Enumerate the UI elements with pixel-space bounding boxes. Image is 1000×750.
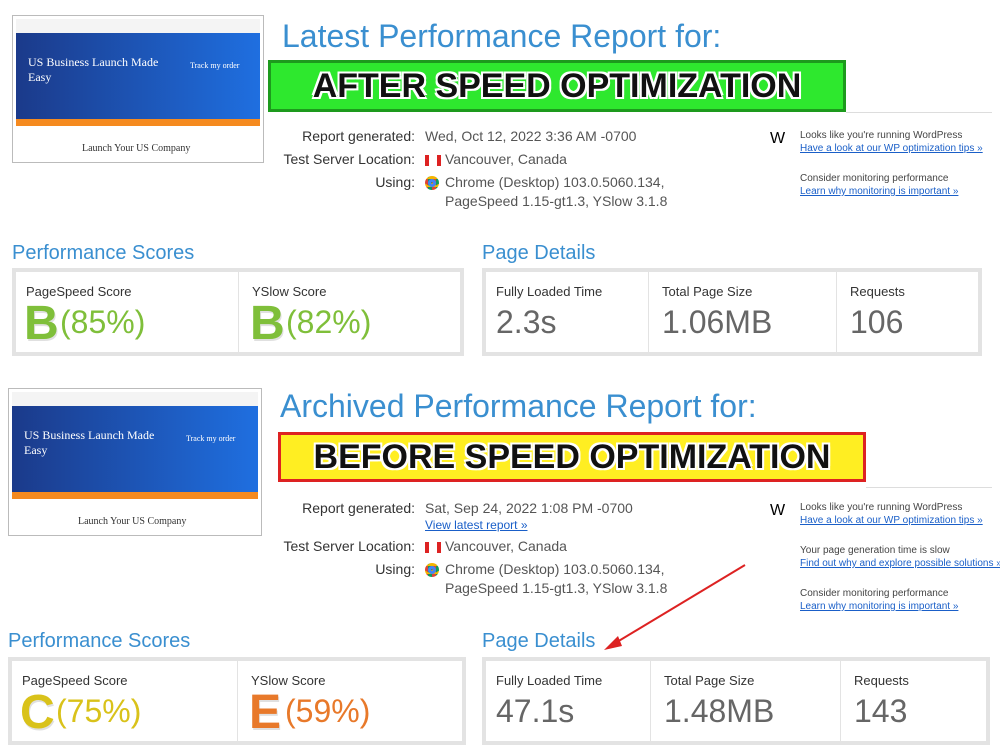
detail-label: Total Page Size (662, 284, 753, 299)
thumbnail-nav (16, 19, 260, 33)
meta-label: Test Server Location: (283, 538, 415, 554)
thumbnail-order: Track my order (190, 61, 240, 70)
thumbnail-headline: US Business Launch Made Easy (24, 428, 155, 457)
detail-value: 1.06MB (662, 304, 773, 340)
section-title: Performance Scores (12, 242, 195, 264)
divider (846, 112, 992, 113)
details-box (482, 657, 990, 745)
thumbnail-headline: US Business Launch Made Easy (28, 55, 159, 84)
detail-label: Requests (854, 673, 909, 688)
report-heading: Latest Performance Report for: (282, 18, 722, 54)
tip-icon (770, 545, 794, 569)
meta-label: Report generated: (302, 128, 415, 144)
svg-text:W: W (770, 130, 786, 147)
thumbnail-nav (12, 392, 258, 406)
meta-label: Using: (375, 561, 415, 577)
tip-icon: W (770, 502, 794, 526)
score-percent: (85%) (60, 304, 146, 340)
report-heading: Archived Performance Report for: (280, 388, 757, 424)
meta-value: PageSpeed 1.15-gt1.3, YSlow 3.1.8 (445, 193, 668, 209)
section-title: Performance Scores (8, 630, 191, 652)
tip-title: Looks like you're running WordPress (800, 502, 963, 513)
divider (866, 487, 992, 488)
thumbnail-footer: Launch Your US Company (82, 143, 191, 154)
score-label: PageSpeed Score (26, 284, 132, 299)
detail-value: 47.1s (496, 693, 575, 729)
meta-value: Wed, Oct 12, 2022 3:36 AM -0700 (425, 128, 637, 144)
score-grade: E (249, 686, 282, 739)
score-label: YSlow Score (251, 673, 326, 688)
detail-value: 2.3s (496, 304, 557, 340)
flag-icon (425, 542, 441, 553)
tip-link[interactable]: Find out why and explore possible soluti… (800, 558, 1000, 569)
meta-value: Vancouver, Canada (445, 538, 567, 554)
tip-title: Your page generation time is slow (800, 545, 950, 556)
detail-label: Fully Loaded Time (496, 673, 603, 688)
chrome-icon (425, 563, 439, 577)
meta-value: Sat, Sep 24, 2022 1:08 PM -0700 (425, 500, 633, 516)
meta-value: Vancouver, Canada (445, 151, 567, 167)
meta-value: PageSpeed 1.15-gt1.3, YSlow 3.1.8 (445, 580, 668, 596)
meta-label: Report generated: (302, 500, 415, 516)
cell-divider (237, 661, 238, 741)
section-title: Page Details (482, 242, 596, 264)
score-percent: (75%) (56, 693, 142, 729)
score-percent: (59%) (285, 693, 371, 729)
meta-value: Chrome (Desktop) 103.0.5060.134, (445, 174, 665, 190)
detail-value: 143 (854, 693, 908, 729)
cell-divider (840, 661, 841, 741)
thumbnail-strip (12, 491, 258, 499)
thumbnail-strip (16, 118, 260, 126)
details-box (482, 268, 982, 356)
score-grade: B (24, 297, 59, 350)
tip-link[interactable]: Have a look at our WP optimization tips … (800, 515, 983, 526)
section-title: Page Details (482, 630, 596, 652)
tip-title: Looks like you're running WordPress (800, 130, 963, 141)
tip-link[interactable]: Have a look at our WP optimization tips … (800, 143, 983, 154)
detail-value: 106 (850, 304, 904, 340)
tip-link[interactable]: Learn why monitoring is important » (800, 601, 959, 612)
tip-link[interactable]: Learn why monitoring is important » (800, 186, 959, 197)
detail-value: 1.48MB (664, 693, 775, 729)
tip-icon: W (770, 130, 794, 154)
detail-label: Fully Loaded Time (496, 284, 603, 299)
flag-icon (425, 155, 441, 166)
score-grade: B (250, 297, 285, 350)
thumbnail-hero (16, 33, 260, 119)
meta-value: Chrome (Desktop) 103.0.5060.134, (445, 561, 665, 577)
thumbnail-footer: Launch Your US Company (78, 516, 187, 527)
tip-title: Consider monitoring performance (800, 588, 949, 599)
cell-divider (238, 272, 239, 352)
thumbnail-hero (12, 406, 258, 492)
score-grade: C (20, 686, 55, 739)
thumbnail-order: Track my order (186, 434, 236, 443)
score-label: YSlow Score (252, 284, 327, 299)
detail-label: Requests (850, 284, 905, 299)
tip-icon (770, 173, 794, 197)
meta-label: Test Server Location: (283, 151, 415, 167)
tip-title: Consider monitoring performance (800, 173, 949, 184)
report-banner: AFTER SPEED OPTIMIZATION (268, 60, 846, 112)
chrome-icon (425, 176, 439, 190)
score-percent: (82%) (286, 304, 372, 340)
cell-divider (648, 272, 649, 352)
cell-divider (836, 272, 837, 352)
score-label: PageSpeed Score (22, 673, 128, 688)
cell-divider (650, 661, 651, 741)
tip-icon (770, 588, 794, 612)
svg-text:W: W (770, 502, 786, 519)
meta-label: Using: (375, 174, 415, 190)
report-banner: BEFORE SPEED OPTIMIZATION (278, 432, 866, 482)
detail-label: Total Page Size (664, 673, 755, 688)
meta-link[interactable]: View latest report » (425, 518, 528, 532)
